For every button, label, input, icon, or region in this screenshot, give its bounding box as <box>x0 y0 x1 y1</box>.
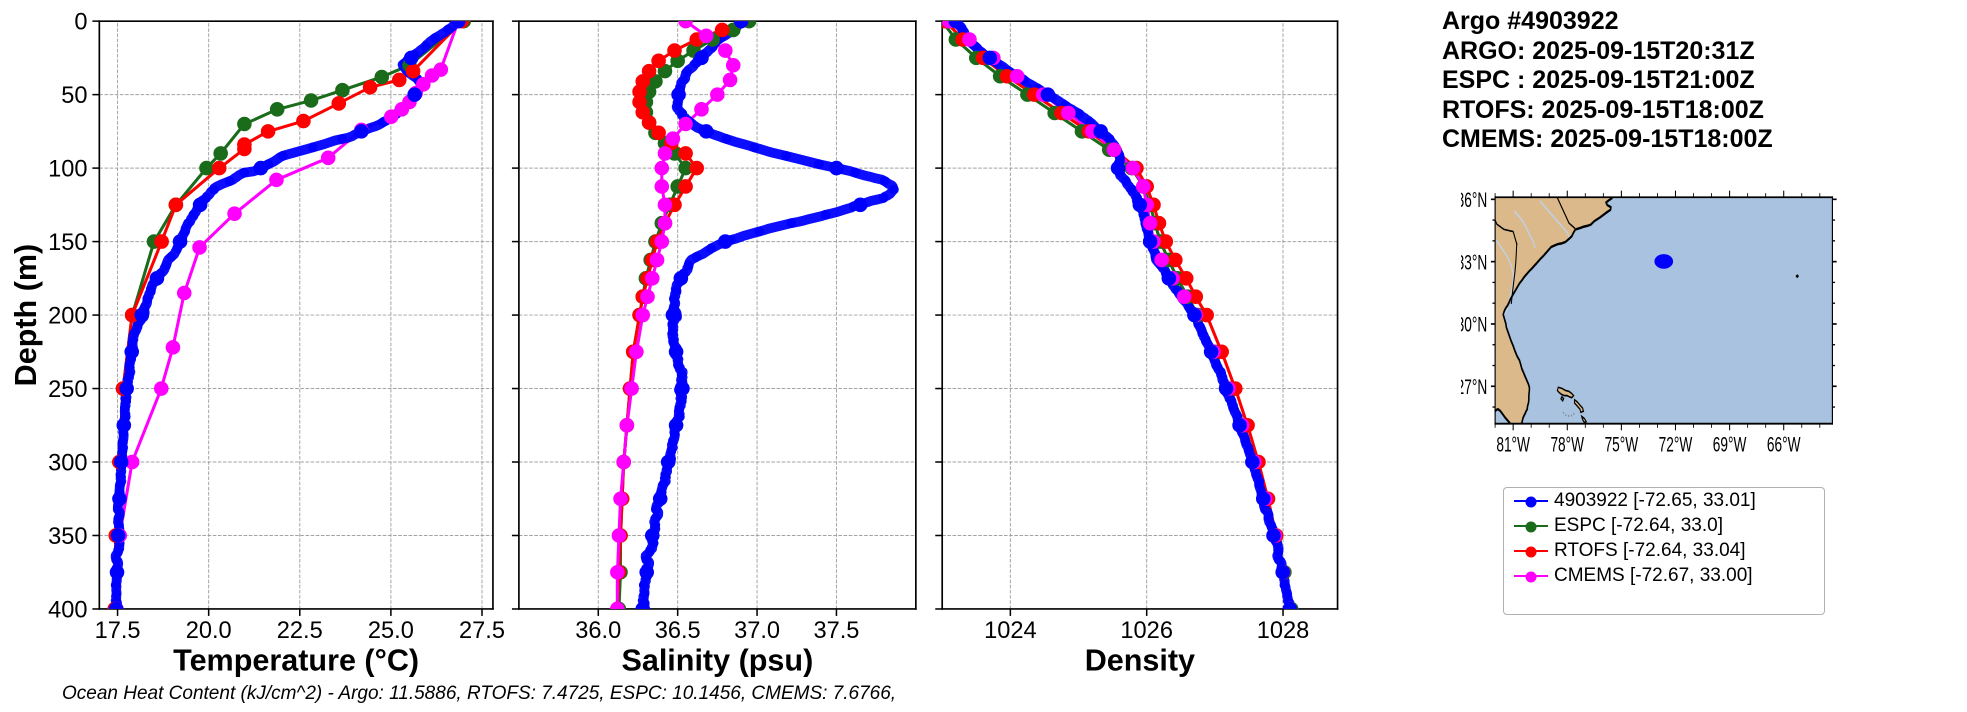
svg-text:200: 200 <box>48 304 87 330</box>
svg-text:22.5: 22.5 <box>277 618 323 644</box>
svg-text:25.0: 25.0 <box>368 618 414 644</box>
svg-text:Depth (m): Depth (m) <box>9 244 43 387</box>
svg-text:33°N: 33°N <box>1461 250 1487 274</box>
svg-text:20.0: 20.0 <box>186 618 232 644</box>
svg-text:36°N: 36°N <box>1461 188 1487 212</box>
svg-text:Temperature (°C): Temperature (°C) <box>173 643 419 677</box>
svg-text:37.0: 37.0 <box>734 618 780 644</box>
svg-text:78°W: 78°W <box>1550 433 1584 457</box>
svg-text:1026: 1026 <box>1120 618 1173 644</box>
svg-text:81°W: 81°W <box>1496 433 1530 457</box>
svg-text:1024: 1024 <box>984 618 1037 644</box>
svg-text:150: 150 <box>48 230 87 256</box>
svg-text:27°N: 27°N <box>1461 375 1487 399</box>
svg-text:1028: 1028 <box>1257 618 1310 644</box>
svg-text:36.5: 36.5 <box>655 618 701 644</box>
svg-text:Salinity (psu): Salinity (psu) <box>621 643 813 677</box>
svg-text:350: 350 <box>48 524 87 550</box>
svg-text:69°W: 69°W <box>1713 433 1747 457</box>
svg-text:75°W: 75°W <box>1605 433 1639 457</box>
svg-text:17.5: 17.5 <box>95 618 141 644</box>
svg-text:72°W: 72°W <box>1659 433 1693 457</box>
svg-text:66°W: 66°W <box>1767 433 1801 457</box>
svg-text:0: 0 <box>74 10 87 36</box>
svg-text:250: 250 <box>48 377 87 403</box>
svg-text:300: 300 <box>48 451 87 477</box>
svg-text:100: 100 <box>48 157 87 183</box>
svg-text:400: 400 <box>48 598 87 624</box>
svg-text:30°N: 30°N <box>1461 313 1487 337</box>
svg-text:37.5: 37.5 <box>813 618 859 644</box>
svg-text:36.0: 36.0 <box>575 618 621 644</box>
svg-text:27.5: 27.5 <box>459 618 505 644</box>
svg-text:50: 50 <box>61 83 87 109</box>
svg-text:Density: Density <box>1085 643 1195 677</box>
